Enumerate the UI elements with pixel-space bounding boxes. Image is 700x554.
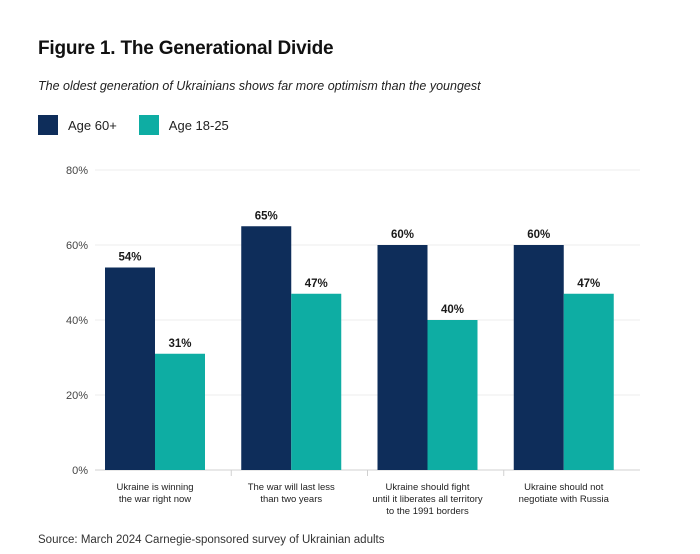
chart-subtitle: The oldest generation of Ukrainians show…: [38, 79, 481, 93]
category-label: Ukraine should fight: [386, 482, 470, 493]
category-label: negotiate with Russia: [519, 494, 610, 505]
y-tick-label: 0%: [72, 465, 88, 477]
data-label: 47%: [305, 278, 328, 290]
legend: Age 60+ Age 18-25: [38, 115, 251, 135]
bar: [155, 353, 205, 470]
bar: [563, 293, 614, 470]
category-label: Ukraine is winning: [116, 482, 193, 493]
category-label: Ukraine should not: [524, 482, 604, 493]
legend-swatch-age-60: [38, 115, 58, 135]
y-tick-label: 80%: [66, 165, 88, 177]
data-label: 47%: [577, 278, 600, 290]
legend-item-age-18-25: Age 18-25: [138, 115, 229, 135]
category-label: to the 1991 borders: [386, 506, 469, 517]
category-label: the war right now: [119, 494, 191, 505]
category-label: The war will last less: [248, 482, 335, 493]
data-label: 40%: [441, 304, 464, 316]
y-tick-label: 60%: [66, 240, 88, 252]
data-label: 65%: [255, 210, 278, 222]
data-label: 54%: [118, 252, 141, 264]
y-tick-label: 20%: [66, 390, 88, 402]
y-tick-label: 40%: [66, 315, 88, 327]
bar: [105, 267, 155, 470]
bar: [291, 293, 342, 470]
category-label: than two years: [260, 494, 322, 505]
bar: [427, 320, 478, 470]
source-note: Source: March 2024 Carnegie-sponsored su…: [38, 534, 385, 546]
legend-item-age-60: Age 60+: [38, 115, 117, 135]
data-label: 31%: [168, 338, 191, 350]
chart-title: Figure 1. The Generational Divide: [38, 38, 334, 59]
legend-label-age-18-25: Age 18-25: [168, 117, 229, 133]
data-label: 60%: [391, 229, 414, 241]
data-label: 60%: [527, 229, 550, 241]
category-label: until it liberates all territory: [372, 494, 483, 505]
legend-swatch-age-18-25: [138, 115, 159, 135]
bar: [241, 226, 292, 470]
bar: [377, 245, 428, 470]
legend-label-age-60: Age 60+: [68, 117, 117, 133]
bar: [513, 245, 564, 470]
